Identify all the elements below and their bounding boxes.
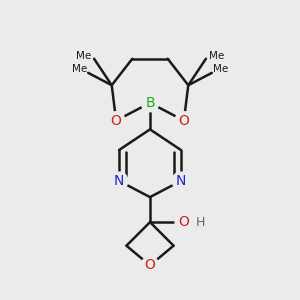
- Circle shape: [192, 213, 209, 231]
- Text: Me: Me: [208, 51, 224, 61]
- Circle shape: [107, 112, 125, 129]
- Text: B: B: [145, 96, 155, 110]
- Text: N: N: [114, 174, 124, 188]
- Text: Me: Me: [213, 64, 228, 74]
- Text: Me: Me: [72, 64, 87, 74]
- Circle shape: [141, 256, 159, 274]
- Circle shape: [175, 213, 193, 231]
- Circle shape: [110, 172, 128, 190]
- Text: O: O: [111, 114, 122, 128]
- Text: O: O: [178, 215, 189, 229]
- Text: O: O: [145, 258, 155, 272]
- Circle shape: [141, 94, 159, 112]
- Text: O: O: [178, 114, 189, 128]
- Text: H: H: [196, 216, 205, 229]
- Circle shape: [175, 112, 193, 129]
- Text: Me: Me: [76, 51, 92, 61]
- Circle shape: [172, 172, 190, 190]
- Text: N: N: [176, 174, 186, 188]
